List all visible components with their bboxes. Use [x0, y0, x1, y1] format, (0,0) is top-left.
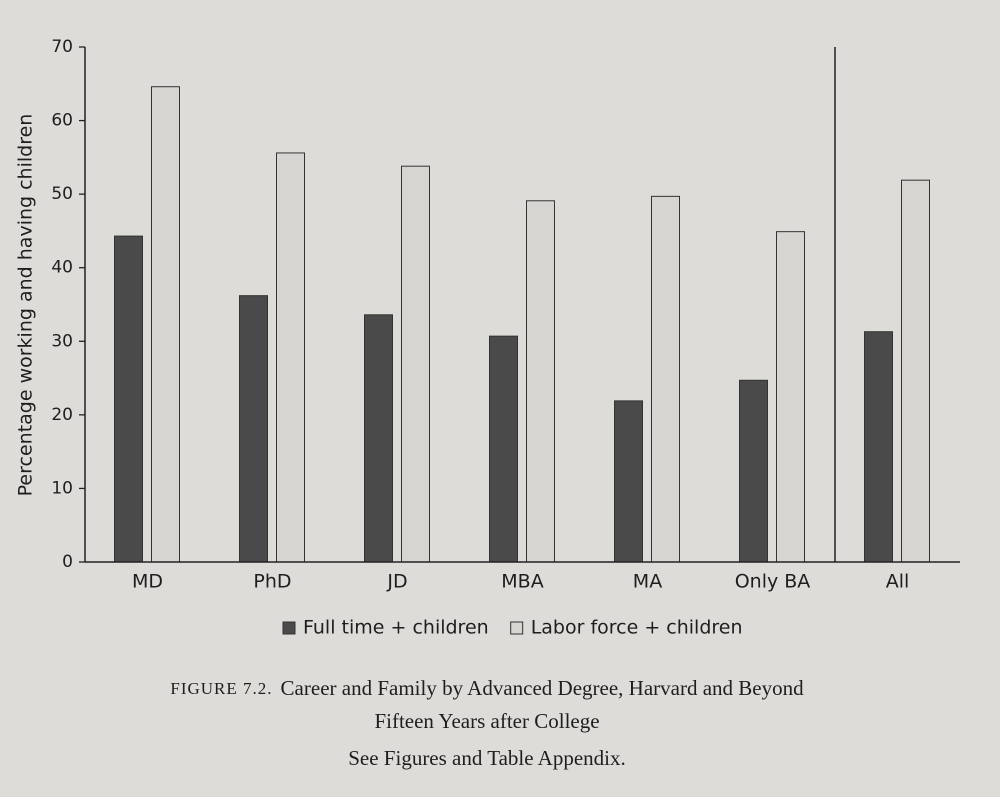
x-tick-label: Only BA	[735, 571, 811, 593]
legend-label: Labor force + children	[531, 617, 743, 639]
bar	[526, 200, 555, 563]
caption-line: Fifteen Years after College	[374, 709, 599, 733]
bar	[776, 231, 805, 563]
y-tick-label: 70	[51, 37, 73, 57]
caption-line: See Figures and Table Appendix.	[348, 746, 626, 770]
bar	[651, 195, 680, 563]
bar	[401, 165, 430, 563]
y-tick-label: 10	[51, 478, 73, 498]
bar	[364, 314, 393, 563]
bar	[864, 331, 893, 563]
y-tick-label: 20	[51, 405, 73, 425]
bar	[239, 295, 268, 563]
bar	[276, 152, 305, 563]
y-tick-label: 60	[51, 111, 73, 131]
x-tick-label: MA	[633, 571, 662, 593]
y-tick-label: 50	[51, 184, 73, 204]
legend-swatch	[510, 621, 524, 635]
y-tick-label: 40	[51, 258, 73, 278]
x-tick-label: MBA	[501, 571, 543, 593]
bar	[114, 235, 143, 563]
legend-label: Full time + children	[303, 617, 489, 639]
x-tick-label: PhD	[253, 571, 291, 593]
bar	[901, 179, 930, 563]
x-tick-label: All	[886, 571, 910, 593]
caption-line: Career and Family by Advanced Degree, Ha…	[281, 676, 805, 700]
bar	[151, 86, 180, 563]
y-axis-title: Percentage working and having children	[15, 114, 37, 497]
caption-label: FIGURE 7.2.	[170, 679, 272, 698]
bar	[489, 335, 518, 563]
bar	[614, 400, 643, 563]
y-tick-label: 0	[62, 552, 73, 572]
y-tick-label: 30	[51, 331, 73, 351]
bar	[739, 379, 768, 563]
legend-swatch	[282, 621, 296, 635]
x-tick-label: MD	[132, 571, 163, 593]
x-tick-label: JD	[386, 571, 407, 593]
